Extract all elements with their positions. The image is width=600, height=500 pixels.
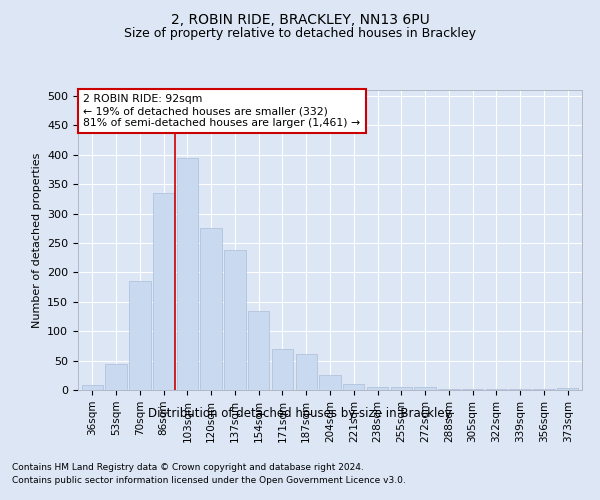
Bar — [415, 387, 436, 390]
Bar — [82, 386, 103, 390]
Bar — [129, 281, 151, 390]
Bar — [438, 389, 460, 390]
Bar — [296, 354, 317, 390]
Bar — [248, 310, 269, 390]
Bar — [176, 158, 198, 390]
Text: Contains public sector information licensed under the Open Government Licence v3: Contains public sector information licen… — [12, 476, 406, 485]
Text: Size of property relative to detached houses in Brackley: Size of property relative to detached ho… — [124, 28, 476, 40]
Text: Contains HM Land Registry data © Crown copyright and database right 2024.: Contains HM Land Registry data © Crown c… — [12, 464, 364, 472]
Bar — [367, 387, 388, 390]
Bar — [153, 193, 174, 390]
Bar — [557, 388, 578, 390]
Bar — [272, 349, 293, 390]
Text: Distribution of detached houses by size in Brackley: Distribution of detached houses by size … — [148, 408, 452, 420]
Text: 2 ROBIN RIDE: 92sqm
← 19% of detached houses are smaller (332)
81% of semi-detac: 2 ROBIN RIDE: 92sqm ← 19% of detached ho… — [83, 94, 360, 128]
Bar — [462, 389, 484, 390]
Bar — [106, 364, 127, 390]
Bar — [319, 376, 341, 390]
Y-axis label: Number of detached properties: Number of detached properties — [32, 152, 41, 328]
Bar — [391, 387, 412, 390]
Text: 2, ROBIN RIDE, BRACKLEY, NN13 6PU: 2, ROBIN RIDE, BRACKLEY, NN13 6PU — [170, 12, 430, 26]
Bar — [343, 384, 364, 390]
Bar — [224, 250, 245, 390]
Bar — [200, 228, 222, 390]
